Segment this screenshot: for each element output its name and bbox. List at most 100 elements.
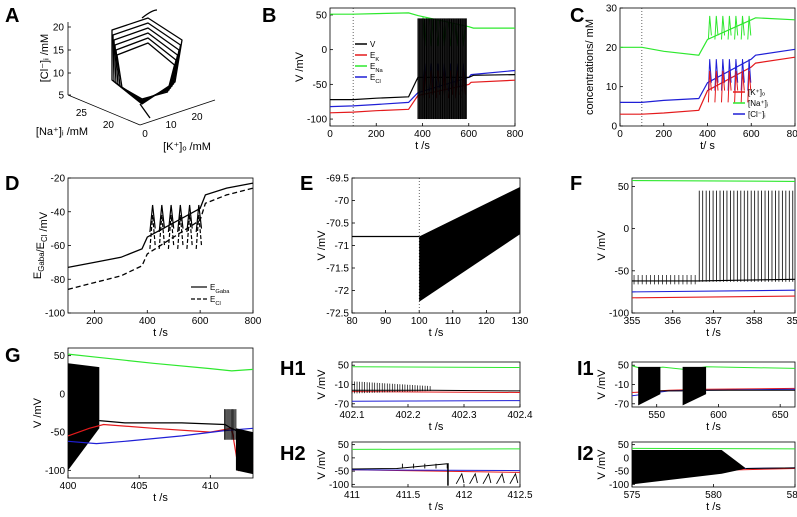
x-axis-title: t /s <box>706 327 721 339</box>
gaba-oscillation <box>177 204 184 233</box>
panel-label-A: A <box>5 5 19 27</box>
x-tick-label: 800 <box>787 129 797 140</box>
y-tick-label: -72.5 <box>326 309 349 320</box>
y-axis-title: V /mV <box>596 449 608 480</box>
k-oscillation <box>727 70 732 103</box>
x-tick-label: 400 <box>699 129 716 140</box>
y-tick-label: 25 <box>76 108 88 119</box>
axes-frame-C <box>619 7 796 127</box>
k-oscillation <box>747 70 752 103</box>
x-tick-label: 0 <box>617 129 623 140</box>
series-E_Na <box>351 448 521 450</box>
y-tick-label: 50 <box>618 361 630 372</box>
y-tick-label: -80 <box>51 275 66 286</box>
panel-G: 400 405 410 50 0 -50 -100 t /s V /mV <box>32 347 254 504</box>
legend-entry: ECl <box>210 295 221 307</box>
trajectory-tail <box>141 9 158 19</box>
x-tick-label: 110 <box>445 316 461 327</box>
x-tick-label: 356 <box>664 316 681 327</box>
y-axis-title: EGaba/ECl /mV <box>32 211 50 279</box>
y-tick-label: -100 <box>609 309 629 320</box>
y-tick-label: 50 <box>316 10 328 21</box>
series-E_Cl <box>67 187 254 291</box>
x-axis-title: t /s <box>429 501 444 513</box>
x-tick-label: 600 <box>710 410 727 421</box>
x-tick-label: 402.3 <box>451 410 476 421</box>
panel-label-H1: H1 <box>280 358 306 380</box>
panel-E: 80 90 100 110 120 130 -69.5 -70 -70.5 -71 -71.5 -72… <box>316 174 529 340</box>
x-tick-label: 800 <box>507 129 524 140</box>
panel-label-G: G <box>5 345 21 367</box>
cl-oscillation <box>158 215 166 249</box>
x-tick-label: 411.5 <box>396 490 421 501</box>
legend-entry: ENa <box>370 62 383 74</box>
y-tick-label: 50 <box>618 440 630 451</box>
series-V <box>351 463 448 470</box>
gaba-oscillation <box>149 204 156 233</box>
legend-entry: [Na⁺]ᵢ <box>748 99 768 108</box>
panel-D: 200 400 600 800 -20 -40 -60 -80 -100 t /s EGaba/EC… <box>32 174 262 340</box>
y-tick-label: -20 <box>51 174 66 185</box>
y-tick-label: -50 <box>51 428 66 439</box>
x-tick-label: 402.1 <box>339 410 364 421</box>
series-[Cl⁻]ᵢ <box>620 48 796 104</box>
x-tick-label: 200 <box>655 129 672 140</box>
y-axis-title: V /mV <box>596 230 608 261</box>
burst-envelope <box>68 363 100 471</box>
y-tick-label: 10 <box>606 82 618 93</box>
panel-B: 0 200 400 600 800 50 0 -50 -100 t /s V /mV V EKENaEC… <box>294 7 524 152</box>
y-tick-label: -40 <box>51 207 66 218</box>
y-tick-label: -100 <box>45 309 65 320</box>
x-tick-label: 400 <box>414 129 431 140</box>
trajectory-ring <box>115 37 177 101</box>
series-E_Cl <box>631 289 796 293</box>
x-axis-title: t/ s <box>700 140 715 152</box>
series-V <box>352 389 521 392</box>
y-tick-label: -69.5 <box>326 174 349 185</box>
trajectory-start <box>139 103 151 119</box>
y-axis-title: V /mV <box>316 449 328 480</box>
cl-oscillation <box>167 215 175 249</box>
x-tick-label: 0 <box>142 129 148 140</box>
z-tick-label: 5 <box>58 91 64 102</box>
series-E_Na <box>631 179 796 182</box>
panel-label-I1: I1 <box>577 358 594 380</box>
voltage-drop <box>447 463 449 486</box>
x-tick-label: 550 <box>648 410 665 421</box>
cl-oscillation <box>195 215 203 249</box>
panel-label-H2: H2 <box>280 443 306 465</box>
panel-I1: 550 600 650 50 -10 -70 t /s V /mV <box>596 361 796 433</box>
y-tick-label: 50 <box>338 440 350 451</box>
na-oscillation <box>714 15 719 40</box>
series-E_Na <box>67 353 254 372</box>
x-tick-label: 400 <box>139 316 156 327</box>
series-V <box>632 278 796 282</box>
y-tick-label: -10 <box>335 380 350 391</box>
y-tick-label: 50 <box>54 351 66 362</box>
y-tick-label: -50 <box>335 467 350 478</box>
y-axis-title: V /mV <box>316 369 328 400</box>
y-tick-label: 30 <box>606 4 618 15</box>
series-[Na⁺]ᵢ <box>620 17 796 56</box>
cl-oscillation <box>186 215 193 249</box>
panel-label-C: C <box>570 5 584 27</box>
x-tick-label: 0 <box>327 129 333 140</box>
y-tick-label: -71 <box>335 241 350 252</box>
y-tick-label: -72 <box>335 286 350 297</box>
y-tick-label: -70 <box>335 399 350 410</box>
series-E_K <box>329 79 516 114</box>
x-tick-label: 410 <box>202 481 219 492</box>
y-tick-label: 20 <box>606 43 618 54</box>
series-E_Na <box>351 366 521 368</box>
y-axis-title: V /mV <box>316 230 328 261</box>
y-tick-label: 0 <box>623 453 629 464</box>
series-E_Cl <box>351 400 521 402</box>
depolarization-block <box>235 428 253 475</box>
y-tick-label: -50 <box>615 266 630 277</box>
bursting-spike <box>509 472 519 485</box>
bursting-spike <box>496 472 505 485</box>
x-axis-title: t /s <box>153 492 168 504</box>
z-tick-label: 20 <box>53 23 65 34</box>
y-tick-label: -70 <box>335 196 350 207</box>
axes-frame-H2 <box>351 441 521 488</box>
